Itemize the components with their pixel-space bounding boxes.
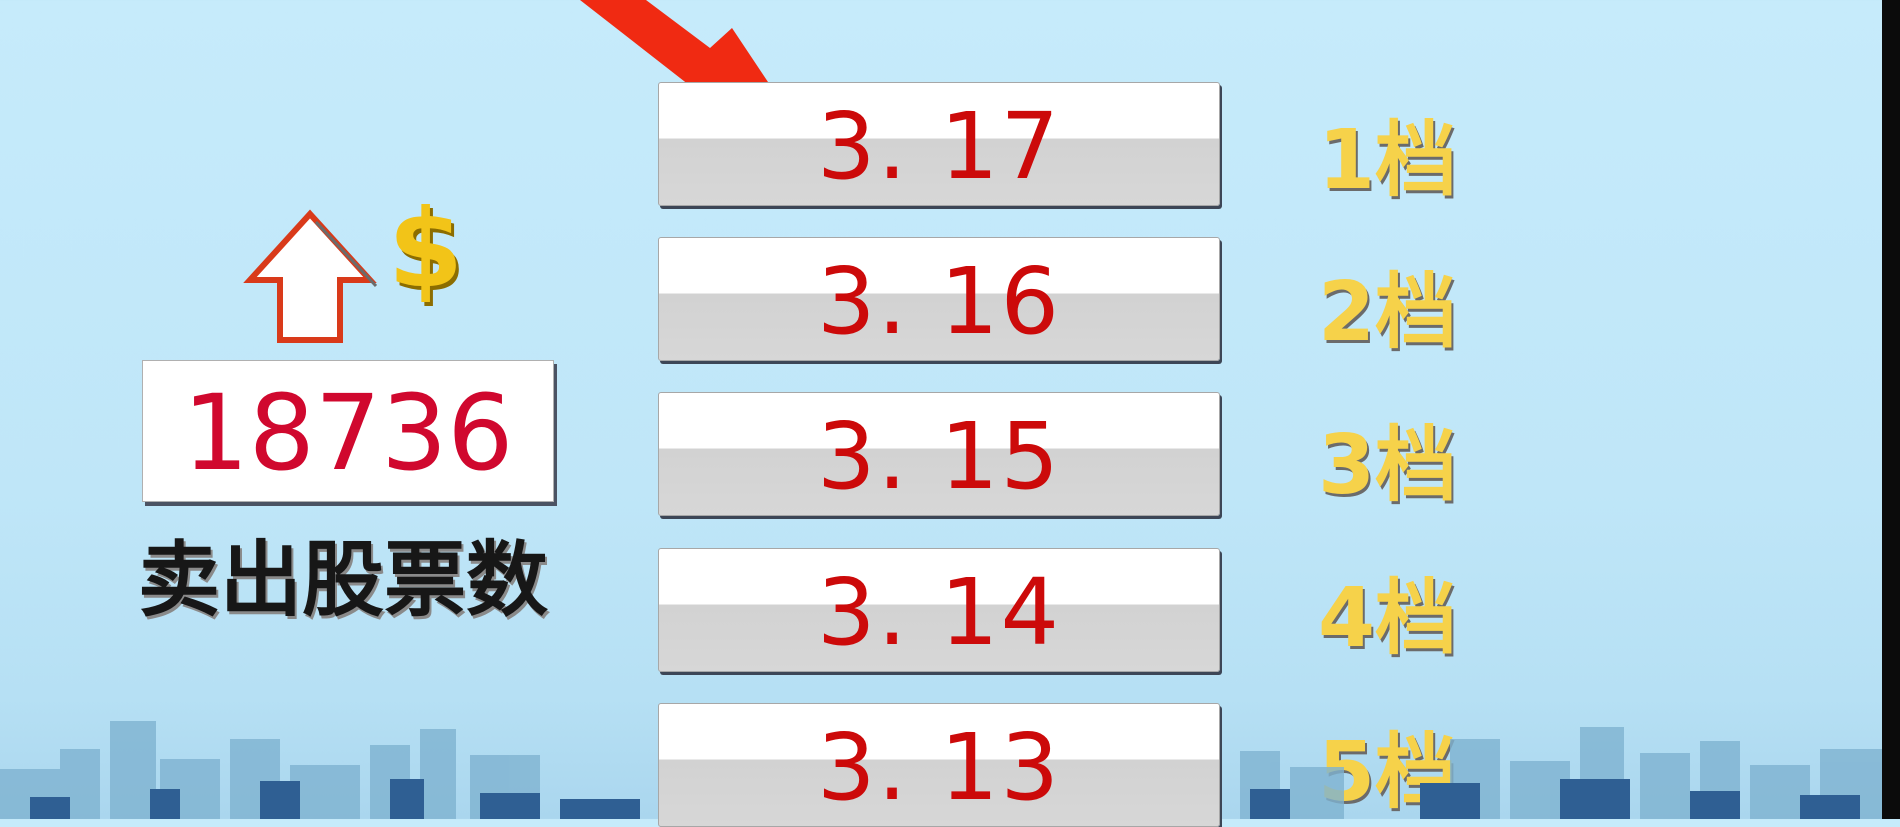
price-level-1: 3. 17 bbox=[816, 93, 1062, 200]
price-level-4: 3. 14 bbox=[816, 559, 1062, 666]
price-box-level-1: 3. 17 bbox=[658, 82, 1220, 206]
sell-count-caption: 卖出股票数 bbox=[138, 533, 549, 628]
price-level-5: 3. 13 bbox=[816, 714, 1062, 821]
price-level-3: 3. 15 bbox=[816, 403, 1062, 510]
city-skyline bbox=[0, 721, 1882, 819]
level-label-1: 1档 bbox=[1318, 113, 1458, 208]
level-label-2: 2档 bbox=[1318, 265, 1458, 360]
price-box-level-2: 3. 16 bbox=[658, 237, 1220, 361]
price-box-level-3: 3. 15 bbox=[658, 392, 1220, 516]
sell-count-box: 18736 bbox=[142, 360, 554, 502]
dollar-icon: $ bbox=[388, 187, 464, 312]
sell-count-value: 18736 bbox=[182, 372, 514, 494]
frame-edge bbox=[1882, 0, 1900, 819]
price-box-level-4: 3. 14 bbox=[658, 548, 1220, 672]
price-box-level-5: 3. 13 bbox=[658, 703, 1220, 827]
up-arrow-icon bbox=[243, 209, 378, 343]
level-label-4: 4档 bbox=[1318, 571, 1458, 666]
level-label-3: 3档 bbox=[1318, 418, 1458, 513]
price-level-2: 3. 16 bbox=[816, 248, 1062, 355]
